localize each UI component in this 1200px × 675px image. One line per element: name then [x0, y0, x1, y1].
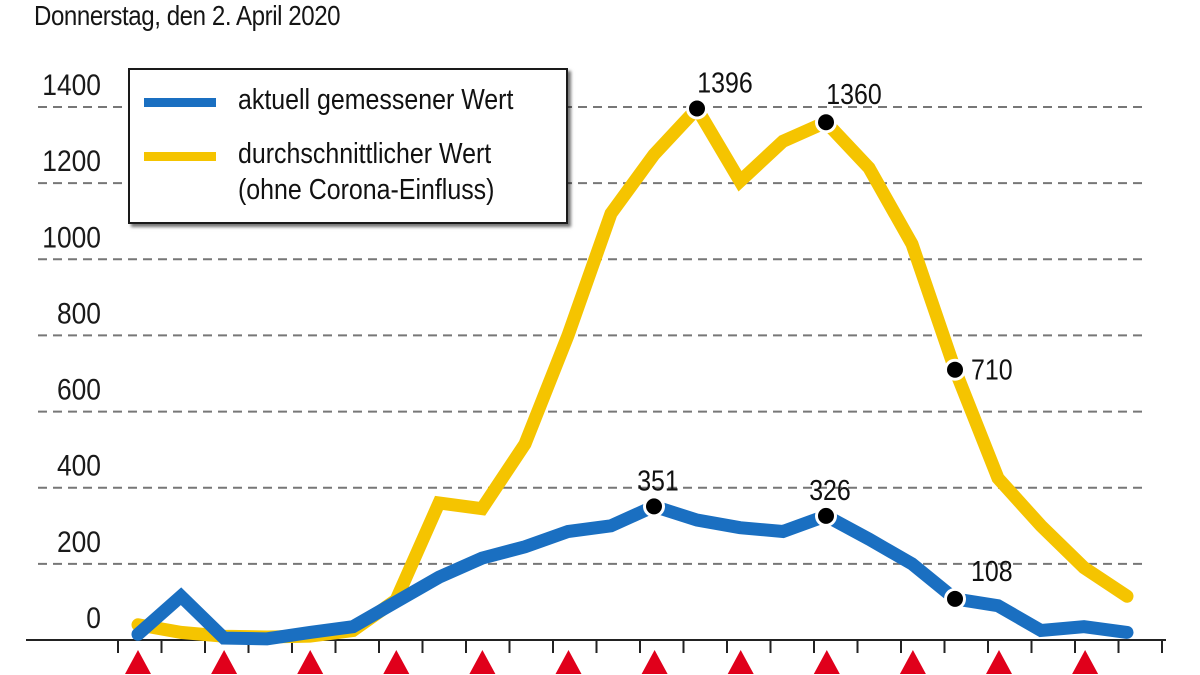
y-tick-label: 200: [57, 524, 101, 558]
red-triangle-icon: [383, 650, 410, 674]
data-point-marker: [947, 361, 963, 378]
red-triangle-icon: [641, 650, 668, 674]
data-label: 326: [809, 474, 851, 506]
data-label: 108: [971, 555, 1013, 587]
legend-label-group: durchschnittlicher Wert (ohne Corona-Ein…: [216, 136, 536, 208]
y-tick-label: 1400: [42, 67, 101, 101]
red-triangle-icon: [813, 650, 840, 674]
legend-item-current: aktuell gemessener Wert: [144, 82, 558, 118]
legend-label: durchschnittlicher Wert: [238, 138, 492, 170]
red-triangle-icon: [469, 650, 496, 674]
chart-title: Donnerstag, den 2. April 2020: [34, 0, 341, 31]
legend-swatch-yellow: [144, 152, 216, 161]
y-tick-label: 600: [57, 372, 101, 406]
y-tick-label: 1200: [42, 144, 101, 178]
data-point-marker: [646, 498, 662, 515]
x-axis: [26, 639, 1166, 653]
data-point-markers: 1396 1360 710 351 326 108: [637, 67, 1013, 610]
y-tick-label: 0: [86, 600, 101, 634]
legend-swatch-blue: [144, 98, 216, 107]
y-axis-labels: 0 200 400 600 800 1000 1200 1400: [42, 67, 101, 634]
data-label: 710: [971, 354, 1013, 386]
red-triangle-icon: [297, 650, 324, 674]
red-triangle-icon: [727, 650, 754, 674]
red-triangle-icon: [211, 650, 238, 674]
data-point-marker: [818, 507, 834, 524]
legend-label: aktuell gemessener Wert: [238, 84, 514, 116]
data-label: 351: [637, 465, 679, 497]
y-tick-label: 800: [57, 296, 101, 330]
red-triangle-icon: [125, 650, 151, 674]
y-tick-label: 400: [57, 448, 101, 482]
data-label: 1360: [826, 78, 881, 110]
data-point-marker: [947, 590, 963, 607]
data-point-marker: [818, 114, 834, 131]
red-triangle-icon: [986, 650, 1012, 674]
legend: aktuell gemessener Wert durchschnittlich…: [128, 68, 568, 224]
data-label: 1396: [697, 67, 752, 99]
data-point-marker: [689, 100, 705, 117]
red-triangle-icon: [555, 650, 582, 674]
red-triangle-icon: [1072, 650, 1099, 674]
legend-item-average: durchschnittlicher Wert (ohne Corona-Ein…: [144, 136, 536, 208]
legend-label-sub: (ohne Corona-Einfluss): [238, 174, 495, 206]
red-triangle-icon: [899, 650, 926, 674]
y-tick-label: 1000: [42, 220, 101, 254]
x-axis-markers: [125, 650, 1099, 674]
